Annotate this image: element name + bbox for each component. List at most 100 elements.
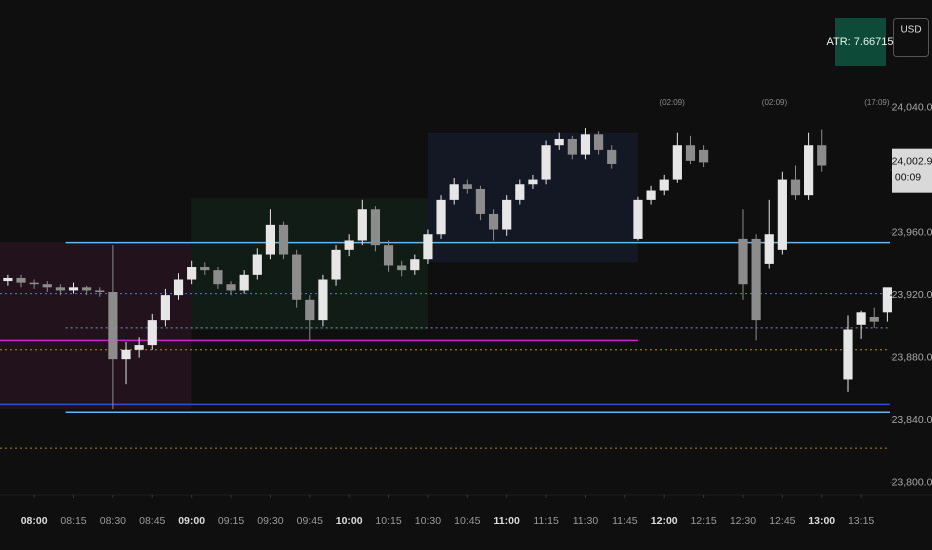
x-tick-label: 12:45 bbox=[769, 515, 795, 527]
x-tick-label: 11:45 bbox=[612, 515, 638, 527]
candle-body bbox=[699, 149, 709, 163]
candle-body bbox=[843, 329, 853, 380]
y-tick-label: 23,800.0 bbox=[892, 476, 932, 488]
candle-body bbox=[239, 274, 249, 291]
candle-body bbox=[344, 240, 354, 250]
candle-body bbox=[200, 267, 210, 271]
candle-body bbox=[213, 270, 223, 285]
x-tick-label: 11:15 bbox=[533, 515, 559, 527]
candle-body bbox=[331, 249, 341, 280]
x-tick-label: 09:45 bbox=[297, 515, 323, 527]
x-tick-label: 09:15 bbox=[218, 515, 244, 527]
candle-body bbox=[318, 279, 328, 321]
x-tick-label: 09:30 bbox=[257, 515, 283, 527]
candle-body bbox=[738, 238, 748, 285]
candle-body bbox=[55, 287, 65, 291]
candle-body bbox=[16, 277, 26, 283]
candle-body bbox=[882, 287, 892, 313]
plot-area bbox=[0, 128, 892, 449]
x-tick-label: 12:00 bbox=[651, 515, 678, 527]
candle-body bbox=[278, 224, 289, 255]
candle-body bbox=[817, 145, 827, 166]
candle-body bbox=[410, 259, 420, 271]
candle-body bbox=[423, 234, 433, 260]
candle-body bbox=[475, 188, 486, 214]
countdown-label: 00:09 bbox=[895, 171, 921, 183]
candle-body bbox=[751, 238, 761, 321]
x-tick-label: 09:00 bbox=[178, 515, 205, 527]
time-marker: (02:09) bbox=[659, 98, 685, 107]
candle-body bbox=[265, 224, 276, 255]
candle-body bbox=[633, 199, 643, 239]
candle-body bbox=[659, 179, 669, 191]
candle-body bbox=[593, 134, 604, 150]
candle-body bbox=[3, 277, 13, 282]
currency-button[interactable] bbox=[893, 18, 929, 57]
y-tick-label: 23,920.0 bbox=[892, 289, 932, 301]
candle-body bbox=[226, 284, 236, 291]
candle-body bbox=[528, 179, 538, 185]
session-box bbox=[427, 132, 638, 263]
candle-body bbox=[646, 190, 656, 200]
candle-body bbox=[173, 279, 184, 296]
candle-body bbox=[515, 184, 525, 200]
candle-body bbox=[121, 349, 131, 360]
candle-body bbox=[397, 265, 407, 271]
x-tick-label: 08:30 bbox=[100, 515, 126, 527]
candle-body bbox=[95, 290, 105, 293]
candle-body bbox=[42, 284, 52, 288]
candle-body bbox=[436, 199, 446, 235]
candle-body bbox=[541, 145, 551, 180]
candle-body bbox=[449, 184, 459, 200]
candle-body bbox=[160, 295, 170, 321]
candle-body bbox=[502, 199, 512, 230]
candle-body bbox=[685, 145, 696, 161]
x-tick-label: 10:00 bbox=[336, 515, 363, 527]
candle-body bbox=[82, 287, 92, 291]
candle-body bbox=[856, 312, 866, 325]
x-tick-label: 10:30 bbox=[415, 515, 441, 527]
x-tick-label: 12:30 bbox=[730, 515, 756, 527]
y-tick-label: 23,960.0 bbox=[892, 226, 932, 238]
candle-body bbox=[108, 292, 118, 360]
candle-body bbox=[672, 145, 682, 180]
candle-body bbox=[777, 179, 787, 250]
candle-body bbox=[580, 134, 591, 155]
time-marker: (02:09) bbox=[762, 98, 788, 107]
y-tick-label: 24,040.0 bbox=[892, 102, 932, 114]
candle-body bbox=[567, 138, 577, 155]
candle-body bbox=[554, 138, 564, 146]
session-box bbox=[0, 242, 192, 410]
candle-body bbox=[462, 184, 472, 189]
candle-body bbox=[488, 213, 499, 230]
x-tick-label: 08:45 bbox=[139, 515, 165, 527]
candle-body bbox=[607, 149, 617, 164]
candle-body bbox=[305, 299, 315, 321]
candle-body bbox=[147, 320, 157, 346]
indicator-box bbox=[835, 18, 886, 66]
currency-label: USD bbox=[900, 25, 921, 36]
x-tick-label: 08:15 bbox=[60, 515, 86, 527]
candle-body bbox=[790, 179, 801, 196]
x-tick-label: 13:15 bbox=[848, 515, 874, 527]
candle-body bbox=[187, 267, 197, 280]
candle-body bbox=[68, 287, 79, 291]
last-price-label: 24,002.9 bbox=[892, 155, 932, 167]
candle-body bbox=[29, 282, 39, 285]
y-tick-label: 23,840.0 bbox=[892, 414, 932, 426]
candle-body bbox=[370, 209, 381, 246]
time-marker: (17:09) bbox=[864, 98, 890, 107]
candle-body bbox=[804, 145, 814, 196]
candle-body bbox=[357, 209, 367, 241]
last-price-tag bbox=[892, 148, 932, 193]
x-tick-label: 12:15 bbox=[690, 515, 716, 527]
x-tick-label: 11:30 bbox=[573, 515, 599, 527]
indicator-label: ATR: 7.66715 bbox=[826, 36, 893, 48]
x-tick-label: 10:45 bbox=[454, 515, 480, 527]
candle-body bbox=[292, 254, 302, 300]
x-tick-label: 08:00 bbox=[21, 515, 48, 527]
candle-body bbox=[134, 345, 144, 350]
x-tick-label: 11:00 bbox=[494, 515, 520, 527]
candle-body bbox=[383, 245, 394, 266]
